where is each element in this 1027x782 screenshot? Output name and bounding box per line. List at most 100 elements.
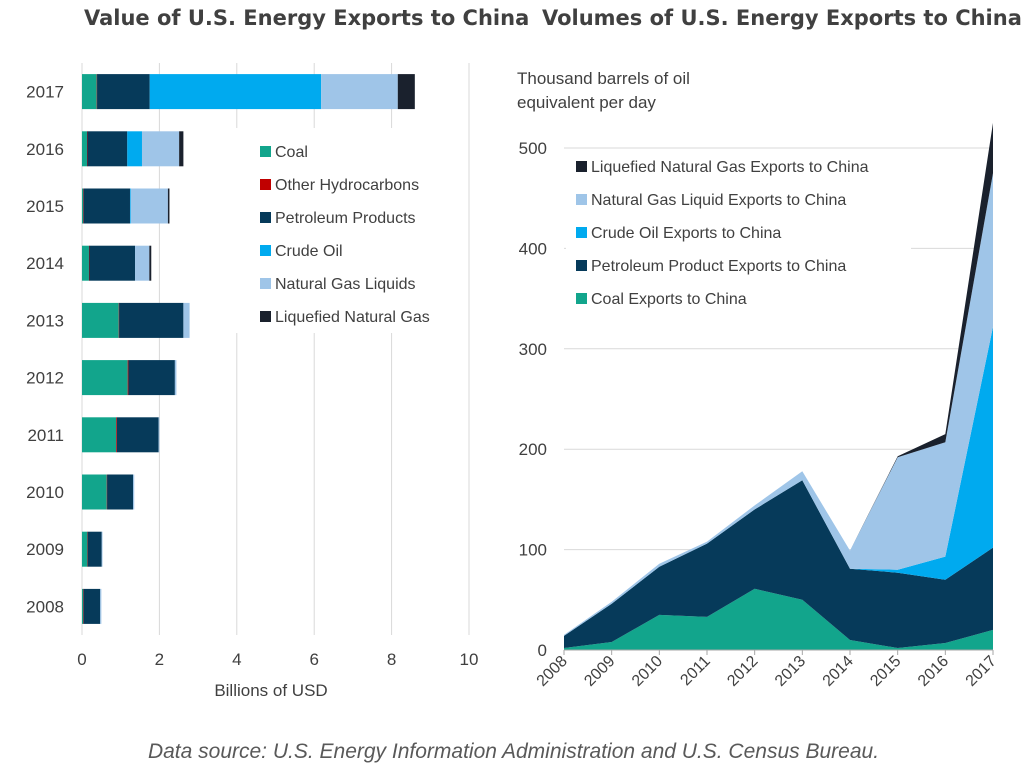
volume-y-axis-label-line-1: Thousand barrels of oil bbox=[517, 69, 690, 88]
value-bar-2015-other-hydrocarbons bbox=[83, 188, 84, 224]
value-legend-swatch-0 bbox=[260, 146, 271, 157]
value-bar-2015-crude-oil bbox=[129, 188, 131, 224]
volume-chart-legend: Liquefied Natural Gas Exports to China Na… bbox=[566, 152, 911, 314]
volume-legend-label-0: Liquefied Natural Gas Exports to China bbox=[591, 159, 869, 176]
volume-chart-y-axis-label: Thousand barrels of oil equivalent per da… bbox=[517, 69, 690, 112]
value-category-2010: 2010 bbox=[26, 483, 64, 502]
value-category-2013: 2013 bbox=[26, 311, 64, 330]
value-bar-2016-coal bbox=[82, 131, 88, 167]
value-bar-2008-coal bbox=[82, 588, 84, 624]
value-bar-2010-coal bbox=[82, 474, 107, 510]
value-bar-2008-natural-gas-liquids bbox=[100, 588, 102, 624]
volume-x-tick-2015: 2015 bbox=[867, 653, 904, 690]
value-bar-2015-natural-gas-liquids bbox=[130, 188, 168, 224]
value-bar-2010-natural-gas-liquids bbox=[133, 474, 135, 510]
value-x-tick-10: 10 bbox=[460, 650, 479, 669]
volume-chart-axes bbox=[563, 649, 994, 655]
value-bar-2014-other-hydrocarbons bbox=[88, 245, 90, 281]
volume-x-tick-2010: 2010 bbox=[629, 653, 666, 690]
value-bar-2009-natural-gas-liquids bbox=[101, 531, 103, 567]
value-bar-2012-coal bbox=[82, 360, 128, 396]
volume-legend-label-4: Coal Exports to China bbox=[591, 291, 747, 308]
value-x-tick-2: 2 bbox=[155, 650, 164, 669]
value-x-tick-0: 0 bbox=[77, 650, 86, 669]
volume-legend-swatch-1 bbox=[576, 194, 587, 205]
volume-legend-label-3: Petroleum Product Exports to China bbox=[591, 258, 846, 275]
value-bar-2016-natural-gas-liquids bbox=[141, 131, 180, 167]
value-bar-2014-petroleum-products bbox=[89, 245, 136, 281]
value-chart-legend: Coal Other Hydrocarbons Petroleum Products… bbox=[260, 144, 430, 326]
value-chart-tick-labels: 0 2 4 6 8 10 bbox=[77, 650, 478, 669]
value-bar-2017-petroleum-products bbox=[97, 74, 150, 110]
volume-legend-swatch-2 bbox=[576, 227, 587, 238]
value-legend-label-3: Crude Oil bbox=[275, 243, 343, 260]
volume-legend-swatch-0 bbox=[576, 161, 587, 172]
volume-y-tick-200: 200 bbox=[519, 440, 547, 459]
volume-x-tick-2016: 2016 bbox=[915, 653, 952, 690]
volume-y-tick-400: 400 bbox=[519, 239, 547, 258]
value-x-tick-4: 4 bbox=[232, 650, 241, 669]
value-category-2011: 2011 bbox=[27, 426, 64, 445]
value-bar-2011-natural-gas-liquids bbox=[158, 417, 160, 453]
value-bar-2009-other-hydrocarbons bbox=[87, 531, 89, 567]
value-bar-2016-liquefied-natural-gas bbox=[179, 131, 184, 167]
value-bar-2016-petroleum-products bbox=[87, 131, 128, 167]
value-bar-2015-coal bbox=[82, 188, 84, 224]
value-bar-2016-other-hydrocarbons bbox=[87, 131, 88, 167]
value-bar-2011-coal bbox=[82, 417, 117, 453]
volume-legend-label-1: Natural Gas Liquid Exports to China bbox=[591, 192, 846, 209]
value-legend-swatch-4 bbox=[260, 278, 271, 289]
value-bar-2017-coal bbox=[82, 74, 97, 110]
value-bar-2017-liquefied-natural-gas bbox=[397, 74, 415, 110]
volume-legend-swatch-4 bbox=[576, 293, 587, 304]
value-bar-2012-other-hydrocarbons bbox=[127, 360, 129, 396]
value-legend-label-4: Natural Gas Liquids bbox=[275, 276, 416, 293]
volume-x-tick-2014: 2014 bbox=[820, 653, 857, 690]
value-bar-2012-natural-gas-liquids bbox=[174, 360, 177, 396]
value-category-2015: 2015 bbox=[26, 197, 64, 216]
volume-y-tick-300: 300 bbox=[519, 340, 547, 359]
value-bar-2017-natural-gas-liquids bbox=[321, 74, 398, 110]
value-bar-2009-coal bbox=[82, 531, 88, 567]
volume-chart-areas bbox=[564, 122, 993, 650]
value-x-tick-8: 8 bbox=[387, 650, 396, 669]
volume-legend-label-2: Crude Oil Exports to China bbox=[591, 225, 781, 242]
value-category-2014: 2014 bbox=[26, 254, 64, 273]
volume-legend-background bbox=[566, 152, 911, 314]
value-chart-title: Value of U.S. Energy Exports to China bbox=[84, 6, 530, 30]
value-category-2016: 2016 bbox=[26, 140, 64, 159]
value-bar-2012-petroleum-products bbox=[128, 360, 175, 396]
volume-x-tick-2013: 2013 bbox=[772, 653, 809, 690]
value-bar-2014-natural-gas-liquids bbox=[135, 245, 150, 281]
volume-x-tick-2009: 2009 bbox=[581, 653, 618, 690]
value-category-2009: 2009 bbox=[26, 540, 64, 559]
volume-area-coal-exports-to-china bbox=[564, 588, 993, 650]
value-bar-2013-petroleum-products bbox=[119, 302, 184, 338]
volume-area-natural-gas-liquid-exports-to-china bbox=[564, 173, 993, 636]
value-legend-swatch-3 bbox=[260, 245, 271, 256]
value-bar-2010-other-hydrocarbons bbox=[106, 474, 108, 510]
value-legend-label-1: Other Hydrocarbons bbox=[275, 177, 419, 194]
value-bar-chart: 2017201620152014201320122011201020092008… bbox=[26, 63, 478, 700]
value-bar-2017-crude-oil bbox=[149, 74, 322, 110]
value-bar-2013-natural-gas-liquids bbox=[183, 302, 190, 338]
volume-x-tick-2017: 2017 bbox=[963, 653, 1000, 690]
value-category-2017: 2017 bbox=[26, 83, 64, 102]
value-bar-2013-other-hydrocarbons bbox=[118, 302, 120, 338]
volume-y-axis-label-text: Thousand barrels of oil equivalent per da… bbox=[517, 69, 690, 112]
value-bar-2015-liquefied-natural-gas bbox=[167, 188, 170, 224]
value-legend-label-2: Petroleum Products bbox=[275, 210, 416, 227]
value-bar-2016-crude-oil bbox=[127, 131, 142, 167]
value-bar-2015-petroleum-products bbox=[83, 188, 130, 224]
volume-legend-swatch-3 bbox=[576, 260, 587, 271]
value-chart-bars bbox=[82, 74, 415, 624]
value-bar-2013-coal bbox=[82, 302, 119, 338]
value-category-2008: 2008 bbox=[26, 597, 64, 616]
volume-area-petroleum-product-exports-to-china bbox=[564, 480, 993, 648]
value-legend-label-0: Coal bbox=[275, 144, 308, 161]
value-bar-2011-other-hydrocarbons bbox=[116, 417, 117, 453]
value-bar-2017-other-hydrocarbons bbox=[96, 74, 98, 110]
